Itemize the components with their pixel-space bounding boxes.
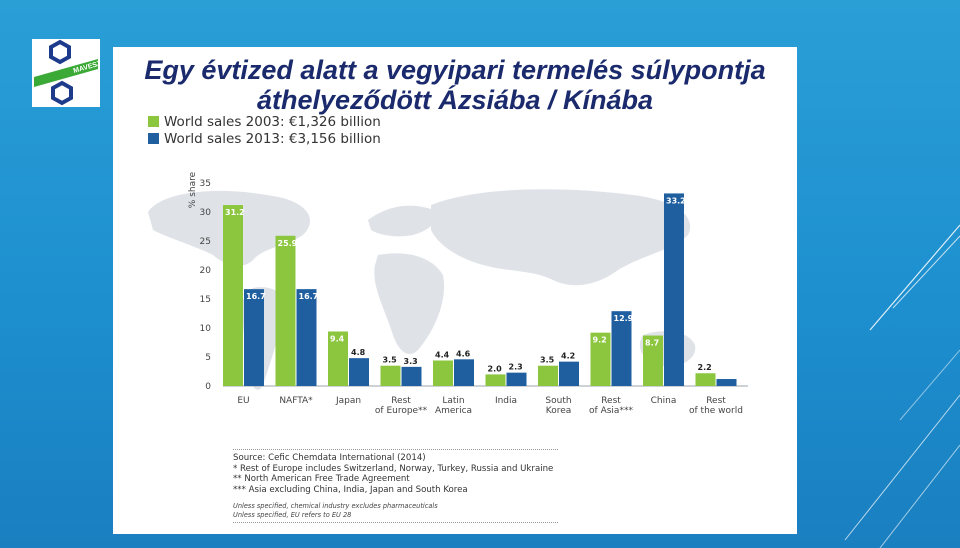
legend-label-2003: World sales 2003: €1,326 billion — [164, 113, 381, 130]
data-label: 3.5 — [540, 356, 555, 365]
bar-2003 — [328, 331, 348, 386]
bar-2013 — [244, 289, 264, 386]
bar-2003 — [485, 374, 506, 386]
note-asia: *** Asia excluding China, India, Japan a… — [233, 484, 468, 495]
legend-item-2013: World sales 2013: €3,156 billion — [148, 130, 381, 147]
note-pharma: Unless specified, chemical industry excl… — [233, 502, 438, 510]
y-tick-label: 15 — [200, 295, 211, 305]
y-tick-label: 10 — [200, 324, 212, 334]
note-rest-of-europe: * Rest of Europe includes Switzerland, N… — [233, 463, 554, 474]
data-label: 16.7 — [246, 292, 266, 301]
x-tick-label: Rest — [706, 396, 726, 406]
data-label: 2.3 — [509, 363, 523, 372]
y-tick-label: 25 — [200, 237, 211, 247]
data-label: 12.9 — [614, 314, 634, 323]
bar-2013 — [506, 372, 527, 386]
data-label: 31.2 — [225, 208, 245, 217]
data-label: 9.2 — [593, 336, 607, 345]
bar-2013 — [349, 358, 369, 386]
legend-swatch-green — [148, 116, 159, 127]
data-label: 9.4 — [330, 334, 345, 343]
legend-label-2013: World sales 2013: €3,156 billion — [164, 130, 381, 147]
y-tick-label: 35 — [200, 179, 211, 189]
note-nafta: ** North American Free Trade Agreement — [233, 474, 410, 484]
x-tick-label: NAFTA* — [279, 396, 313, 406]
data-label: 4.2 — [561, 352, 575, 361]
bar-2003 — [433, 360, 453, 386]
bar-2003 — [223, 205, 243, 386]
slide-title: Egy évtized alatt a vegyipari termelés s… — [113, 55, 797, 115]
y-tick-label: 30 — [200, 208, 212, 218]
data-label: 25.9 — [278, 239, 298, 248]
bar-2003 — [695, 373, 716, 386]
x-tick-label: Japan — [335, 396, 361, 406]
y-axis-label: % share — [188, 171, 198, 208]
legend-swatch-blue — [148, 133, 159, 144]
bars: 31.2 16.7 25.9 16.7 9.4 4.8 3.5 3.3 4.4 4.6 2.0 2.3… — [223, 193, 737, 386]
bar-2003 — [538, 365, 558, 386]
data-label: 3.5 — [383, 356, 398, 365]
data-label: 16.7 — [299, 292, 319, 301]
notes-top-rule — [233, 449, 558, 450]
mavesz-logo: MAVESZ — [32, 39, 103, 107]
data-label: 2.0 — [488, 364, 503, 373]
bar-chart: 0 5 10 15 20 25 30 35% share 31.2 16.7 25.9 16.7 9.… — [148, 171, 748, 416]
legend-item-2003: World sales 2003: €1,326 billion — [148, 113, 381, 130]
data-label: 33.2 — [666, 196, 686, 205]
x-tick-label: China — [651, 396, 677, 406]
x-tick-label: America — [435, 406, 472, 416]
title-line-2: áthelyeződött Ázsiába / Kínába — [256, 85, 654, 115]
y-tick-label: 5 — [205, 353, 211, 363]
x-tick-label: Latin — [442, 396, 464, 406]
bar-2013 — [716, 379, 737, 386]
bar-2003 — [275, 235, 296, 386]
x-tick-label: Rest — [391, 396, 411, 406]
x-tick-label: of Asia*** — [589, 406, 633, 416]
data-label: 4.8 — [351, 348, 366, 357]
note-source: Source: Cefic Chemdata International (20… — [233, 453, 426, 463]
bar-2013 — [296, 289, 317, 386]
y-tick-label: 20 — [200, 266, 212, 276]
x-tick-label: of the world — [689, 406, 743, 416]
data-label: 2.2 — [698, 363, 712, 372]
chart-legend: World sales 2003: €1,326 billion World s… — [148, 113, 381, 147]
bar-2003 — [643, 335, 663, 386]
chart-notes: Source: Cefic Chemdata International (20… — [233, 449, 558, 523]
x-tick-label: Korea — [546, 406, 572, 416]
x-tick-label: South — [545, 396, 571, 406]
title-line-1: Egy évtized alatt a vegyipari termelés s… — [144, 55, 766, 85]
bar-2003 — [380, 365, 401, 386]
bar-2013 — [664, 193, 684, 386]
x-tick-label: EU — [237, 396, 249, 406]
note-eu28: Unless specified, EU refers to EU 28 — [233, 510, 352, 519]
bar-2013 — [401, 366, 422, 386]
data-label: 3.3 — [404, 357, 418, 366]
data-label: 4.6 — [456, 349, 471, 358]
bar-2003 — [590, 332, 611, 386]
y-tick-label: 0 — [205, 382, 211, 392]
y-axis: 0 5 10 15 20 25 30 35% share — [188, 171, 211, 392]
data-label: 8.7 — [645, 339, 659, 348]
data-label: 4.4 — [435, 350, 450, 359]
x-tick-label: India — [495, 396, 517, 406]
bar-2013 — [559, 361, 579, 386]
x-tick-label: Rest — [601, 396, 621, 406]
bar-2013 — [611, 311, 632, 386]
notes-bottom-rule — [233, 522, 558, 523]
x-tick-label: of Europe** — [375, 406, 428, 416]
bar-2013 — [454, 359, 474, 386]
